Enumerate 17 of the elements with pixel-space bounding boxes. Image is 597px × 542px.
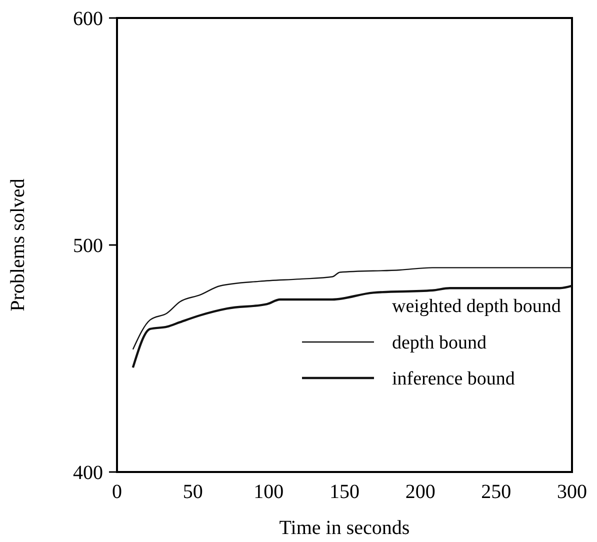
annotation: weighted depth bound (392, 296, 562, 317)
line-series (132, 267, 573, 350)
line-series (132, 284, 574, 369)
y-tick-label: 600 (73, 8, 103, 30)
x-tick-label: 0 (112, 481, 122, 503)
x-axis-title: Time in seconds (279, 517, 410, 539)
x-tick-label: 150 (330, 481, 360, 503)
x-tick-label: 300 (557, 481, 587, 503)
y-tick-label: 500 (73, 235, 103, 257)
x-tick-label: 50 (182, 481, 203, 503)
legend-label: inference bound (392, 368, 516, 390)
y-axis-title: Problems solved (7, 178, 29, 312)
x-tick-label: 100 (254, 481, 284, 503)
legend-label: depth bound (392, 332, 487, 354)
y-tick-label: 400 (73, 462, 103, 484)
x-tick-label: 200 (405, 481, 436, 503)
x-tick-label: 250 (481, 481, 512, 503)
